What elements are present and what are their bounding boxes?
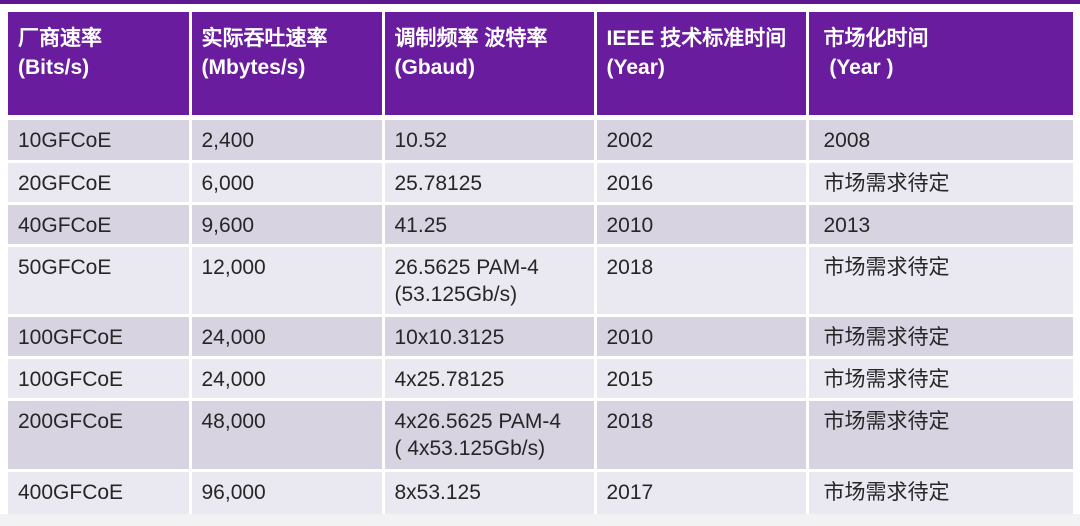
cell-baud-rate-line1: 4x25.78125 bbox=[394, 367, 505, 391]
cell-baud-rate-line1: 41.25 bbox=[394, 213, 448, 237]
cell-throughput: 9,600 bbox=[190, 203, 385, 247]
cell-vendor-rate: 400GFCoE bbox=[8, 470, 192, 514]
table-row: 40GFCoE 9,600 41.25 2010 2013 bbox=[8, 203, 1073, 247]
cell-ieee-year: 2010 bbox=[595, 203, 809, 247]
cell-vendor-rate: 20GFCoE bbox=[8, 161, 192, 205]
cell-vendor-rate: 10GFCoE bbox=[8, 117, 192, 163]
cell-baud-rate-line2: (53.125Gb/s) bbox=[394, 282, 518, 306]
cell-market-time: 市场需求待定 bbox=[807, 315, 1073, 359]
table-row: 400GFCoE 96,000 8x53.125 2017 市场需求待定 bbox=[8, 470, 1073, 514]
header-baud-rate: 调制频率 波特率 (Gbaud) bbox=[383, 12, 597, 120]
table-row: 50GFCoE 12,000 26.5625 PAM-4 (53.125Gb/s… bbox=[8, 245, 1073, 317]
cell-baud-rate-line1: 10.52 bbox=[394, 128, 448, 152]
header-baud-rate-line1: 调制频率 波特率 bbox=[394, 27, 548, 50]
header-vendor-rate-line2: (Bits/s) bbox=[18, 55, 90, 79]
cell-market-time: 市场需求待定 bbox=[807, 470, 1073, 514]
cell-throughput: 24,000 bbox=[190, 315, 385, 359]
cell-baud-rate: 10x10.3125 bbox=[383, 315, 597, 359]
cell-throughput: 96,000 bbox=[190, 470, 385, 514]
table-row: 10GFCoE 2,400 10.52 2002 2008 bbox=[8, 117, 1073, 163]
cell-baud-rate: 41.25 bbox=[383, 203, 597, 247]
cell-throughput: 2,400 bbox=[190, 117, 385, 163]
bottom-band bbox=[0, 514, 1080, 526]
cell-vendor-rate: 100GFCoE bbox=[8, 315, 192, 359]
cell-baud-rate: 10.52 bbox=[383, 117, 597, 163]
header-throughput-line2: (Mbytes/s) bbox=[201, 55, 306, 79]
header-throughput: 实际吞吐速率 (Mbytes/s) bbox=[190, 12, 385, 120]
header-vendor-rate-line1: 厂商速率 bbox=[18, 27, 102, 50]
cell-baud-rate-line1: 26.5625 PAM-4 bbox=[394, 255, 539, 279]
cell-baud-rate-line1: 10x10.3125 bbox=[394, 325, 505, 349]
header-ieee-year-line2: (Year) bbox=[606, 55, 665, 79]
table-row: 20GFCoE 6,000 25.78125 2016 市场需求待定 bbox=[8, 161, 1073, 205]
cell-ieee-year: 2010 bbox=[595, 315, 809, 359]
cell-market-time: 2013 bbox=[807, 203, 1073, 247]
header-ieee-year: IEEE 技术标准时间 (Year) bbox=[595, 12, 809, 120]
table-row: 100GFCoE 24,000 10x10.3125 2010 市场需求待定 bbox=[8, 315, 1073, 359]
header-row: 厂商速率 (Bits/s) 实际吞吐速率 (Mbytes/s) 调制频率 波特率… bbox=[8, 12, 1073, 120]
header-market-time-line1: 市场化时间 bbox=[823, 27, 929, 50]
header-ieee-year-line1: IEEE 技术标准时间 bbox=[606, 27, 787, 50]
cell-market-time: 市场需求待定 bbox=[807, 399, 1073, 472]
cell-baud-rate: 4x26.5625 PAM-4 ( 4x53.125Gb/s) bbox=[383, 399, 597, 472]
cell-throughput: 6,000 bbox=[190, 161, 385, 205]
header-throughput-line1: 实际吞吐速率 bbox=[201, 27, 328, 50]
top-purple-strip bbox=[0, 0, 1080, 4]
cell-baud-rate-line2: ( 4x53.125Gb/s) bbox=[394, 436, 546, 460]
cell-baud-rate: 26.5625 PAM-4 (53.125Gb/s) bbox=[383, 245, 597, 317]
cell-ieee-year: 2016 bbox=[595, 161, 809, 205]
cell-throughput: 24,000 bbox=[190, 357, 385, 401]
cell-ieee-year: 2018 bbox=[595, 399, 809, 472]
cell-market-time: 市场需求待定 bbox=[807, 357, 1073, 401]
cell-throughput: 48,000 bbox=[190, 399, 385, 472]
cell-ieee-year: 2017 bbox=[595, 470, 809, 514]
cell-baud-rate: 4x25.78125 bbox=[383, 357, 597, 401]
cell-throughput: 12,000 bbox=[190, 245, 385, 317]
cell-vendor-rate: 200GFCoE bbox=[8, 399, 192, 472]
cell-ieee-year: 2015 bbox=[595, 357, 809, 401]
cell-baud-rate-line1: 8x53.125 bbox=[394, 480, 481, 504]
header-market-time-line2: (Year ) bbox=[823, 55, 894, 79]
cell-baud-rate: 25.78125 bbox=[383, 161, 597, 205]
cell-ieee-year: 2002 bbox=[595, 117, 809, 163]
cell-vendor-rate: 100GFCoE bbox=[8, 357, 192, 401]
cell-baud-rate: 8x53.125 bbox=[383, 470, 597, 514]
cell-baud-rate-line1: 4x26.5625 PAM-4 bbox=[394, 409, 562, 433]
cell-ieee-year: 2018 bbox=[595, 245, 809, 317]
fcoe-speed-table: 厂商速率 (Bits/s) 实际吞吐速率 (Mbytes/s) 调制频率 波特率… bbox=[8, 12, 1073, 514]
table-row: 100GFCoE 24,000 4x25.78125 2015 市场需求待定 bbox=[8, 357, 1073, 401]
header-vendor-rate: 厂商速率 (Bits/s) bbox=[8, 12, 192, 120]
cell-market-time: 市场需求待定 bbox=[807, 161, 1073, 205]
cell-baud-rate-line1: 25.78125 bbox=[394, 171, 483, 195]
cell-vendor-rate: 50GFCoE bbox=[8, 245, 192, 317]
cell-market-time: 2008 bbox=[807, 117, 1073, 163]
header-market-time: 市场化时间 (Year ) bbox=[807, 12, 1073, 120]
cell-vendor-rate: 40GFCoE bbox=[8, 203, 192, 247]
header-baud-rate-line2: (Gbaud) bbox=[394, 55, 475, 79]
table-row: 200GFCoE 48,000 4x26.5625 PAM-4 ( 4x53.1… bbox=[8, 399, 1073, 472]
cell-market-time: 市场需求待定 bbox=[807, 245, 1073, 317]
